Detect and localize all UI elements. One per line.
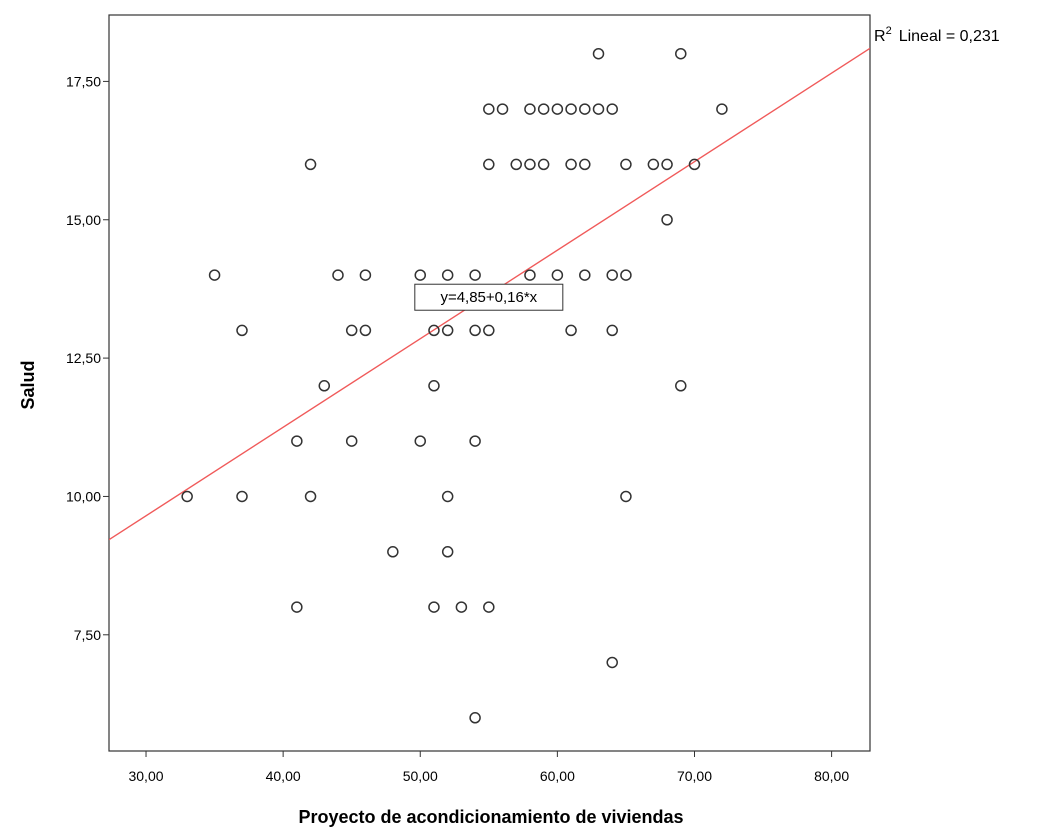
data-point bbox=[716, 103, 728, 115]
data-point bbox=[387, 546, 399, 558]
x-axis-title: Proyecto de acondicionamiento de viviend… bbox=[298, 807, 683, 827]
data-point bbox=[551, 269, 564, 281]
y-axis-title: Salud bbox=[18, 360, 38, 409]
x-tick-label: 30,00 bbox=[128, 768, 163, 784]
data-point bbox=[606, 656, 618, 669]
r2-prefix: R bbox=[874, 28, 886, 45]
data-point bbox=[688, 158, 701, 171]
r2-superscript: 2 bbox=[886, 25, 892, 37]
data-point bbox=[496, 103, 509, 115]
data-point bbox=[428, 380, 440, 392]
data-point bbox=[565, 324, 577, 337]
data-point bbox=[359, 324, 372, 337]
r2-annotation: R2 Lineal = 0,231 bbox=[874, 25, 1000, 45]
data-point bbox=[469, 712, 481, 724]
r2-value: Lineal = 0,231 bbox=[899, 28, 1000, 45]
data-point bbox=[537, 103, 550, 115]
data-point bbox=[620, 158, 632, 171]
data-point bbox=[510, 158, 522, 171]
y-tick-label: 10,00 bbox=[66, 488, 101, 504]
data-point bbox=[441, 490, 454, 503]
data-point bbox=[318, 380, 331, 392]
x-tick-label: 50,00 bbox=[403, 768, 438, 784]
data-point bbox=[524, 103, 536, 115]
data-point bbox=[455, 601, 468, 613]
data-point bbox=[606, 269, 618, 281]
data-point bbox=[524, 158, 536, 171]
data-point bbox=[592, 47, 605, 60]
data-point bbox=[414, 269, 427, 281]
data-point bbox=[606, 324, 618, 337]
x-axis: 30,00 40,00 50,00 60,00 70,00 80,00 bbox=[128, 751, 849, 784]
x-tick-label: 70,00 bbox=[677, 768, 712, 784]
data-point bbox=[661, 214, 673, 226]
data-point bbox=[579, 269, 591, 281]
data-point bbox=[291, 435, 303, 447]
data-point bbox=[620, 269, 632, 281]
data-point bbox=[469, 324, 481, 337]
data-point bbox=[483, 601, 495, 613]
data-point bbox=[181, 490, 193, 503]
data-point bbox=[579, 158, 591, 171]
data-point bbox=[304, 490, 317, 503]
data-point bbox=[345, 324, 358, 337]
y-axis: 7,50 10,00 12,50 15,00 17,50 bbox=[66, 73, 109, 643]
data-point bbox=[524, 269, 536, 281]
x-tick-label: 80,00 bbox=[814, 768, 849, 784]
y-tick-label: 7,50 bbox=[74, 627, 101, 643]
data-point bbox=[304, 158, 317, 171]
y-tick-label: 15,00 bbox=[66, 212, 101, 228]
x-tick-label: 40,00 bbox=[266, 768, 301, 784]
data-point bbox=[537, 158, 550, 171]
plot-frame bbox=[108, 14, 871, 752]
data-point bbox=[236, 490, 248, 503]
data-points bbox=[181, 47, 728, 724]
data-point bbox=[291, 601, 303, 613]
x-tick-label: 60,00 bbox=[540, 768, 575, 784]
data-point bbox=[675, 47, 687, 60]
data-point bbox=[332, 269, 344, 281]
data-point bbox=[428, 601, 440, 613]
data-point bbox=[441, 324, 454, 337]
data-point bbox=[483, 324, 495, 337]
data-point bbox=[579, 103, 591, 115]
data-point bbox=[592, 103, 605, 115]
equation-box bbox=[414, 283, 564, 311]
data-point bbox=[469, 269, 481, 281]
equation-annotation: y=4,85+0,16*x bbox=[414, 283, 564, 311]
data-point bbox=[565, 103, 577, 115]
data-point bbox=[565, 158, 577, 171]
data-point bbox=[441, 269, 454, 281]
data-point bbox=[483, 158, 495, 171]
y-tick-label: 17,50 bbox=[66, 73, 101, 89]
data-point bbox=[661, 158, 673, 171]
data-point bbox=[675, 380, 687, 392]
data-point bbox=[345, 435, 358, 447]
data-point bbox=[483, 103, 495, 115]
data-point bbox=[208, 269, 221, 281]
data-point bbox=[469, 435, 481, 447]
data-point bbox=[606, 103, 618, 115]
plot-area bbox=[108, 14, 871, 752]
data-point bbox=[236, 324, 248, 337]
data-point bbox=[647, 158, 660, 171]
data-point bbox=[620, 490, 632, 503]
data-point bbox=[359, 269, 372, 281]
data-point bbox=[441, 546, 454, 558]
data-point bbox=[428, 324, 440, 337]
equation-label: y=4,85+0,16*x bbox=[440, 289, 537, 306]
data-point bbox=[414, 435, 427, 447]
y-tick-label: 12,50 bbox=[66, 350, 101, 366]
data-point bbox=[551, 103, 564, 115]
